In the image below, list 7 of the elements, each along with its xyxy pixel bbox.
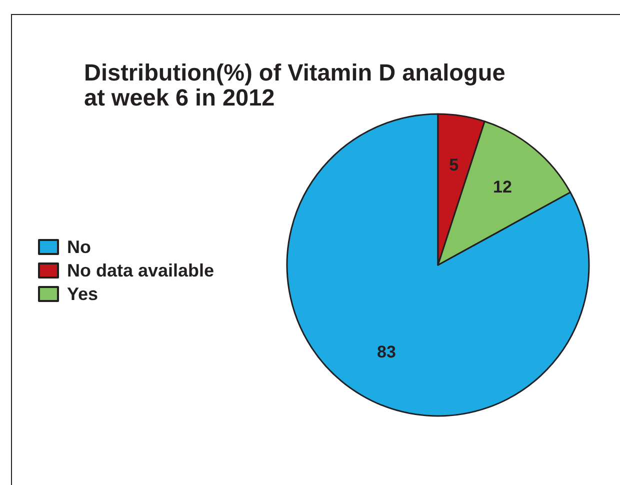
chart-title: Distribution(%) of Vitamin D analogue at week 6 in 2012 (84, 60, 506, 110)
data-label: 83 (377, 342, 396, 362)
legend-label: No (67, 237, 91, 257)
legend-label: No data available (67, 260, 214, 280)
data-label: 5 (449, 156, 459, 175)
legend-label: Yes (67, 284, 98, 304)
data-label: 12 (493, 178, 512, 197)
